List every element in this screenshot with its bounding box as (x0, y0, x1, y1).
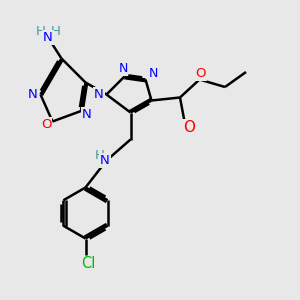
Text: H: H (95, 148, 105, 162)
Text: N: N (148, 67, 158, 80)
Text: N: N (100, 154, 110, 167)
Text: N: N (118, 62, 128, 76)
Text: N: N (94, 88, 104, 101)
Text: N: N (28, 88, 38, 101)
Text: H: H (36, 25, 45, 38)
Text: N: N (43, 31, 53, 44)
Text: H: H (51, 25, 60, 38)
Text: O: O (196, 67, 206, 80)
Text: Cl: Cl (81, 256, 96, 272)
Text: N: N (82, 107, 92, 121)
Text: O: O (183, 120, 195, 135)
Text: O: O (41, 118, 52, 131)
